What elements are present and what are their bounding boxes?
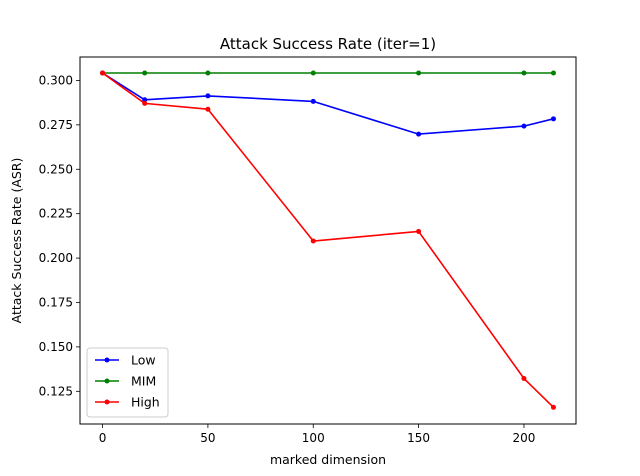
- legend-label-mim: MIM: [131, 374, 156, 389]
- legend-label-high: High: [131, 395, 160, 410]
- data-point-high: [100, 70, 106, 76]
- x-axis: 0 50 100 150 200: [99, 424, 536, 445]
- data-point-high: [416, 228, 422, 234]
- data-point-high: [205, 106, 211, 112]
- data-point-low: [142, 97, 148, 103]
- x-tick-label: 100: [302, 431, 325, 445]
- plot-frame: [79, 56, 577, 425]
- data-point-low: [416, 131, 422, 137]
- x-tick-label: 200: [513, 431, 536, 445]
- data-point-mim: [310, 70, 316, 76]
- data-point-mim: [205, 70, 211, 76]
- data-point-high: [142, 100, 148, 106]
- x-tick-label: 0: [99, 431, 107, 445]
- y-tick-label: 0.150: [39, 340, 73, 354]
- legend: Low MIM High: [86, 347, 169, 418]
- plot-area: [100, 70, 556, 410]
- x-tick-label: 50: [200, 431, 215, 445]
- data-point-high: [521, 376, 527, 382]
- data-point-low: [310, 98, 316, 104]
- y-tick-label: 0.250: [39, 162, 73, 176]
- y-tick-label: 0.225: [39, 207, 73, 221]
- data-point-low: [550, 116, 556, 122]
- y-tick-label: 0.300: [39, 73, 73, 87]
- data-point-mim: [142, 70, 148, 76]
- x-axis-label: marked dimension: [270, 452, 386, 467]
- data-point-low: [521, 123, 527, 129]
- y-axis-label: Attack Success Rate (ASR): [9, 158, 24, 324]
- data-point-low: [205, 93, 211, 99]
- series-line-high: [102, 72, 555, 408]
- y-tick-label: 0.275: [39, 118, 73, 132]
- y-tick-label: 0.125: [39, 384, 73, 398]
- legend-marker-mim: [104, 378, 110, 384]
- data-point-mim: [416, 70, 422, 76]
- data-point-high: [550, 404, 556, 410]
- x-tick-label: 150: [407, 431, 430, 445]
- data-point-mim: [521, 70, 527, 76]
- data-point-mim: [550, 70, 556, 76]
- y-tick-label: 0.175: [39, 295, 73, 309]
- data-point-high: [310, 238, 316, 244]
- y-tick-label: 0.200: [39, 251, 73, 265]
- y-axis: 0.125 0.150 0.175 0.200 0.225 0.250 0.275 0.300: [39, 73, 80, 398]
- legend-label-low: Low: [131, 353, 156, 368]
- series-line-low: [102, 72, 554, 135]
- legend-marker-high: [104, 399, 110, 405]
- legend-marker-low: [104, 357, 110, 363]
- chart-title: Attack Success Rate (iter=1): [220, 35, 436, 53]
